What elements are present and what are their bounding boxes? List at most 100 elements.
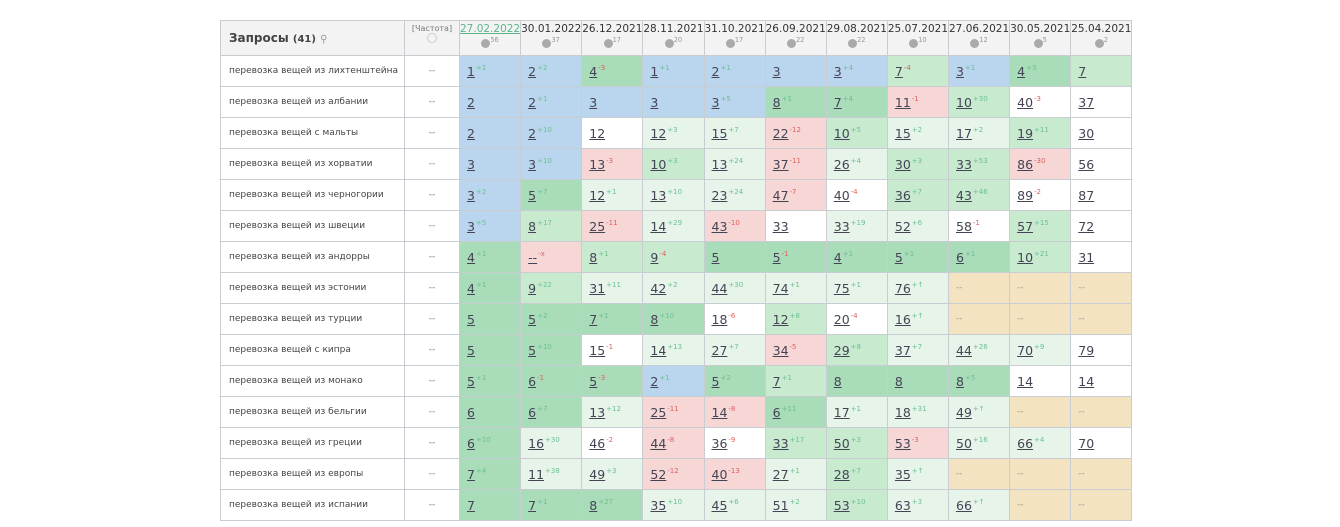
position-value[interactable]: 43 [956, 187, 972, 203]
position-value[interactable]: -- [956, 283, 963, 293]
position-cell[interactable]: 45+6 [703, 489, 766, 521]
position-value[interactable]: 6 [528, 373, 537, 389]
position-value[interactable]: 13 [650, 187, 667, 203]
position-value[interactable]: 20 [833, 311, 850, 327]
position-value[interactable]: 87 [1078, 187, 1095, 203]
position-cell[interactable]: 50+3 [825, 427, 888, 459]
position-cell[interactable]: 23+24 [703, 179, 766, 211]
position-cell[interactable]: 2 [458, 86, 522, 118]
position-cell[interactable]: 11-1 [886, 86, 950, 118]
position-value[interactable]: 29 [833, 342, 850, 358]
position-value[interactable]: 10 [650, 156, 667, 172]
position-cell[interactable]: 7+1 [764, 365, 827, 397]
position-cell[interactable]: 27+1 [764, 458, 827, 490]
position-value[interactable]: 44 [956, 342, 972, 358]
position-cell[interactable]: 18+31 [886, 396, 950, 428]
position-value[interactable]: 7 [772, 373, 781, 389]
position-cell[interactable]: 11+38 [520, 458, 583, 490]
date-label[interactable]: 26.12.2021 [582, 23, 643, 35]
position-cell[interactable]: 30+3 [886, 148, 950, 180]
position-cell[interactable]: -- [1009, 396, 1072, 428]
position-value[interactable]: -- [1017, 500, 1024, 510]
position-value[interactable]: 7 [528, 497, 537, 513]
position-value[interactable]: 53 [833, 497, 850, 513]
position-value[interactable]: 8 [589, 249, 598, 265]
position-value[interactable]: 8 [833, 373, 842, 389]
position-value[interactable]: 58 [956, 218, 972, 234]
position-value[interactable]: 50 [956, 435, 972, 451]
position-value[interactable]: 4 [589, 63, 598, 79]
position-value[interactable]: 8 [589, 497, 598, 513]
position-cell[interactable]: 33+17 [764, 427, 827, 459]
position-cell[interactable]: 7+1 [581, 303, 644, 335]
position-cell[interactable]: 3+2 [458, 179, 522, 211]
position-cell[interactable]: 12+8 [764, 303, 827, 335]
position-value[interactable]: 74 [772, 280, 789, 296]
position-cell[interactable]: 57+15 [1009, 210, 1072, 242]
position-value[interactable]: 5 [528, 311, 537, 327]
position-value[interactable]: 33 [772, 218, 789, 234]
position-cell[interactable]: 58-1 [947, 210, 1011, 242]
position-cell[interactable]: 27+7 [703, 334, 766, 366]
position-value[interactable]: 47 [772, 187, 789, 203]
position-value[interactable]: 46 [589, 435, 606, 451]
position-cell[interactable]: 87 [1070, 179, 1133, 211]
position-value[interactable]: 3 [711, 94, 720, 110]
position-value[interactable]: 28 [833, 466, 850, 482]
position-cell[interactable]: 6+1 [947, 241, 1011, 273]
position-cell[interactable]: 33 [764, 210, 827, 242]
position-value[interactable]: 49 [589, 466, 606, 482]
position-cell[interactable]: 4+1 [825, 241, 888, 273]
position-value[interactable]: 14 [650, 342, 667, 358]
position-cell[interactable]: 70 [1070, 427, 1133, 459]
position-value[interactable]: 15 [894, 125, 911, 141]
position-cell[interactable]: -- [1070, 396, 1133, 428]
position-value[interactable]: 12 [589, 125, 606, 141]
position-value[interactable]: 33 [772, 435, 789, 451]
position-value[interactable]: 31 [1078, 249, 1095, 265]
position-cell[interactable]: 14+29 [642, 210, 705, 242]
position-value[interactable]: 10 [956, 94, 972, 110]
position-value[interactable]: 19 [1017, 125, 1034, 141]
position-value[interactable]: 37 [772, 156, 789, 172]
position-value[interactable]: 52 [650, 466, 667, 482]
position-value[interactable]: 3 [650, 94, 659, 110]
position-value[interactable]: 70 [1017, 342, 1034, 358]
position-value[interactable]: 10 [1017, 249, 1034, 265]
position-value[interactable]: 36 [894, 187, 911, 203]
query-name[interactable]: перевозка вещей с кипра [220, 334, 405, 366]
position-cell[interactable]: 25-11 [642, 396, 705, 428]
position-value[interactable]: 5 [772, 249, 781, 265]
position-cell[interactable]: 2+10 [520, 117, 583, 149]
position-cell[interactable]: 3+1 [947, 55, 1011, 87]
position-cell[interactable]: 28+7 [825, 458, 888, 490]
position-value[interactable]: 2 [650, 373, 659, 389]
position-cell[interactable]: 6+11 [764, 396, 827, 428]
position-value[interactable]: 57 [1017, 218, 1034, 234]
query-name[interactable]: перевозка вещей из испании [220, 489, 405, 521]
position-cell[interactable]: -- [1070, 489, 1133, 521]
position-cell[interactable]: 37-11 [764, 148, 827, 180]
position-value[interactable]: 25 [650, 404, 667, 420]
position-value[interactable]: 30 [894, 156, 911, 172]
position-value[interactable]: -- [1078, 314, 1085, 324]
position-cell[interactable]: 6-1 [520, 365, 583, 397]
position-cell[interactable]: 40-3 [1009, 86, 1072, 118]
position-cell[interactable]: ---x [520, 241, 583, 273]
position-value[interactable]: 13 [711, 156, 728, 172]
position-cell[interactable]: 40-4 [825, 179, 888, 211]
position-cell[interactable]: 5 [458, 303, 522, 335]
query-name[interactable]: перевозка вещей из бельгии [220, 396, 405, 428]
date-label[interactable]: 29.08.2021 [826, 23, 887, 35]
position-cell[interactable]: 30 [1070, 117, 1133, 149]
position-cell[interactable]: 16+30 [520, 427, 583, 459]
position-value[interactable]: 37 [894, 342, 911, 358]
position-cell[interactable]: 72 [1070, 210, 1133, 242]
position-value[interactable]: -- [956, 314, 963, 324]
date-column-header[interactable]: 27.02.2022 56 [458, 20, 522, 56]
position-cell[interactable]: 56 [1070, 148, 1133, 180]
position-value[interactable]: -- [1017, 407, 1024, 417]
query-name[interactable]: перевозка вещей из швеции [220, 210, 405, 242]
position-cell[interactable]: -- [1009, 272, 1072, 304]
position-value[interactable]: 79 [1078, 342, 1095, 358]
